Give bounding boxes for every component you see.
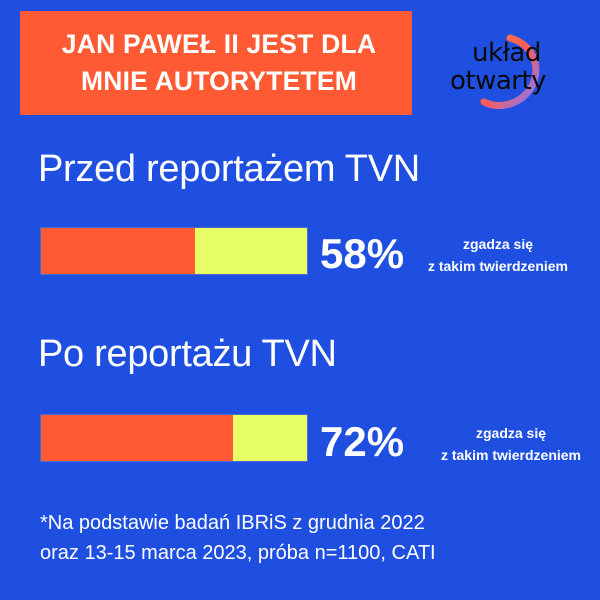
title-banner: JAN PAWEŁ II JEST DLA MNIE AUTORYTETEM xyxy=(20,11,412,115)
chart-2-value-label: 72% xyxy=(320,418,405,465)
chart-1-note-line2: z takim twierdzeniem xyxy=(427,258,569,274)
chart-2-note-line1: zgadza się xyxy=(475,425,547,441)
logo-text-line2: otwarty xyxy=(450,66,547,96)
footnote-line1: *Na podstawie badań IBRiS z grudnia 2022 xyxy=(40,512,425,534)
chart-2-note: zgadza się z takim twierdzeniem xyxy=(426,422,596,466)
chart-2-rest-segment xyxy=(232,415,307,461)
source-footnote: *Na podstawie badań IBRiS z grudnia 2022… xyxy=(40,508,436,568)
chart-2-note-line2: z takim twierdzeniem xyxy=(440,447,582,463)
logo-arc-icon xyxy=(480,34,540,109)
title-line-2: MNIE AUTORYTETEM xyxy=(80,66,358,96)
chart-2-title: Po reportażu TVN xyxy=(38,333,337,375)
chart-1-note-line1: zgadza się xyxy=(462,236,534,252)
chart-1-note: zgadza się z takim twierdzeniem xyxy=(412,233,584,277)
chart-1-agree-segment xyxy=(41,228,196,274)
logo-text-line1: układ xyxy=(472,38,541,68)
chart-2-bar xyxy=(40,414,308,462)
chart-1-value-label: 58% xyxy=(320,230,405,277)
chart-1-rest-segment xyxy=(195,228,307,274)
chart-1-title: Przed reportażem TVN xyxy=(38,148,420,190)
logo: układ otwarty xyxy=(448,30,588,110)
chart-2-agree-segment xyxy=(41,415,233,461)
title-line-1: JAN PAWEŁ II JEST DLA xyxy=(61,29,377,59)
footnote-line2: oraz 13-15 marca 2023, próba n=1100, CAT… xyxy=(40,542,436,564)
chart-1-bar xyxy=(40,227,308,275)
